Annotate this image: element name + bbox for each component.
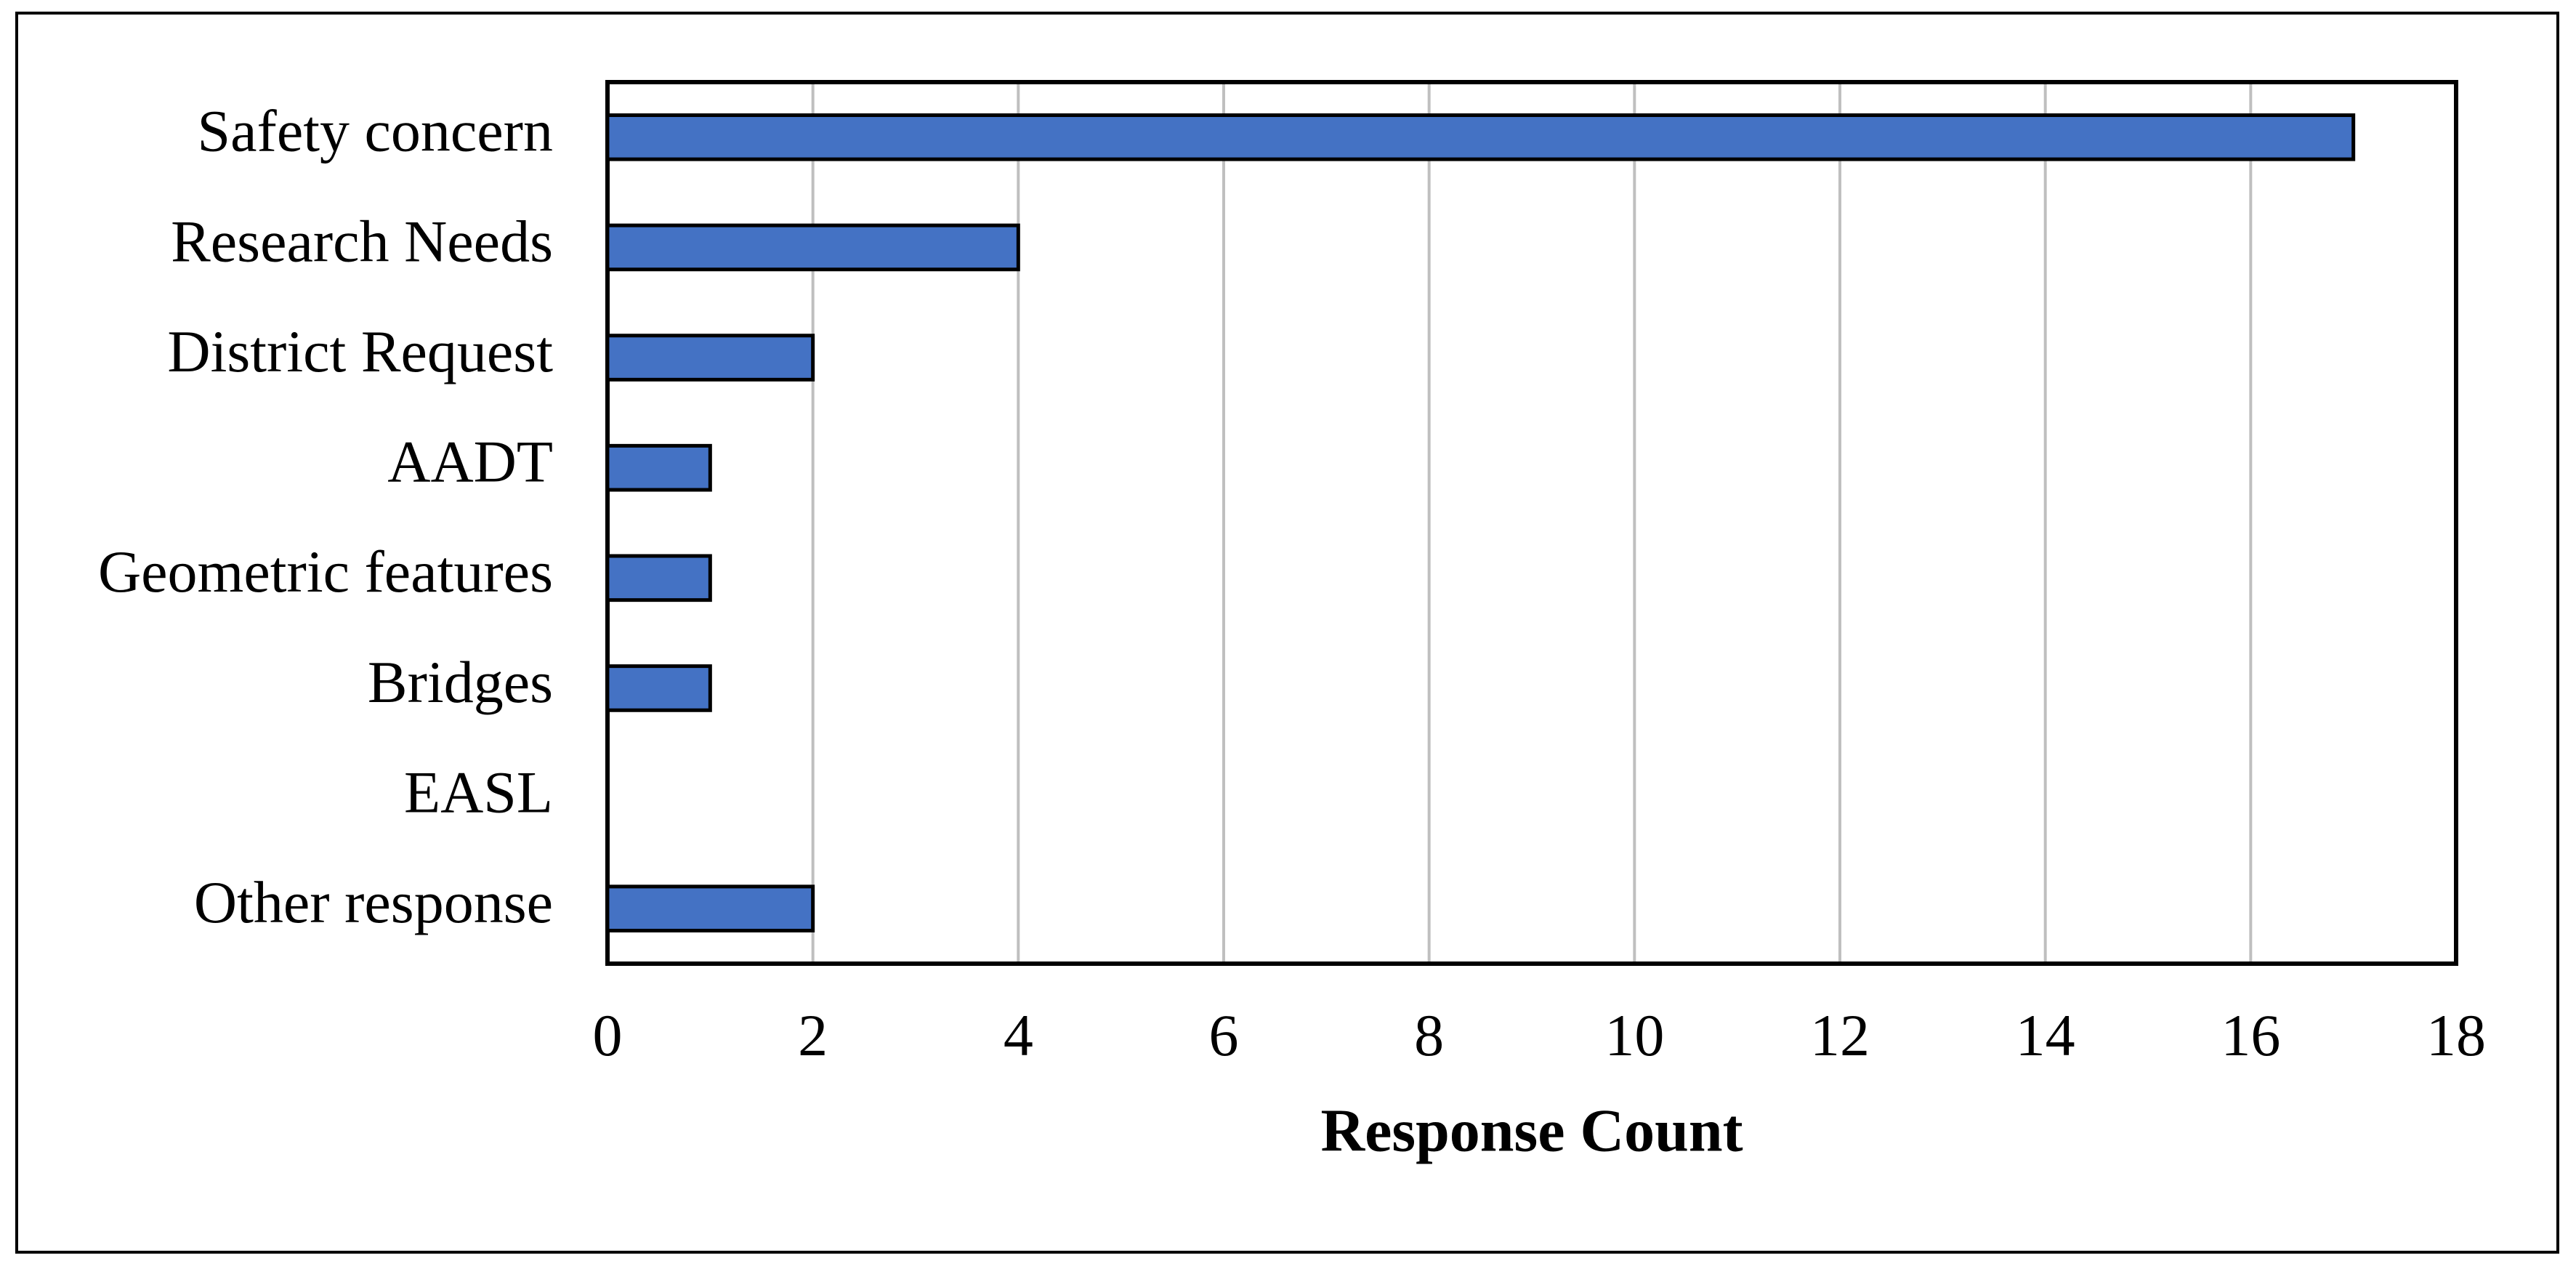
x-tick-label: 0 bbox=[593, 1002, 623, 1068]
bar bbox=[605, 223, 1020, 272]
y-tick-label: AADT bbox=[387, 429, 553, 495]
bar bbox=[605, 554, 712, 602]
x-tick-label: 10 bbox=[1604, 1002, 1664, 1068]
y-tick-label: Geometric features bbox=[98, 539, 553, 605]
y-tick-label: EASL bbox=[404, 759, 553, 825]
x-tick-label: 16 bbox=[2221, 1002, 2280, 1068]
bar bbox=[605, 664, 712, 712]
chart-border bbox=[15, 12, 2559, 1254]
plot-border bbox=[605, 80, 2458, 966]
x-axis-label: Response Count bbox=[1320, 1097, 1743, 1164]
y-tick-label: Safety concern bbox=[198, 98, 553, 164]
y-tick-label: District Request bbox=[167, 318, 553, 384]
bar bbox=[605, 443, 712, 492]
y-tick-label: Other response bbox=[194, 869, 553, 935]
y-tick-label: Research Needs bbox=[171, 208, 553, 274]
x-tick-label: 18 bbox=[2426, 1002, 2486, 1068]
bar bbox=[605, 884, 815, 933]
bar bbox=[605, 113, 2356, 161]
bar bbox=[605, 334, 815, 382]
x-tick-label: 4 bbox=[1004, 1002, 1033, 1068]
x-tick-label: 8 bbox=[1414, 1002, 1444, 1068]
x-tick-label: 6 bbox=[1209, 1002, 1239, 1068]
x-tick-label: 14 bbox=[2016, 1002, 2075, 1068]
x-tick-label: 12 bbox=[1810, 1002, 1870, 1068]
y-tick-label: Bridges bbox=[368, 649, 553, 715]
x-tick-label: 2 bbox=[798, 1002, 828, 1068]
